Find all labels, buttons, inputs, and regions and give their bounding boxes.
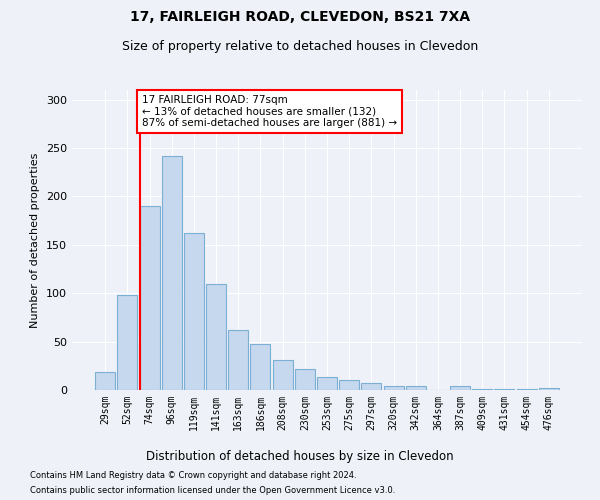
Bar xyxy=(162,156,182,390)
Bar xyxy=(517,389,536,390)
Bar xyxy=(272,360,293,390)
Bar xyxy=(339,380,359,390)
Bar xyxy=(472,389,492,390)
Bar xyxy=(539,388,559,390)
Bar xyxy=(118,295,137,390)
Bar xyxy=(383,386,404,390)
Y-axis label: Number of detached properties: Number of detached properties xyxy=(31,152,40,328)
Bar xyxy=(494,389,514,390)
Text: 17 FAIRLEIGH ROAD: 77sqm
← 13% of detached houses are smaller (132)
87% of semi-: 17 FAIRLEIGH ROAD: 77sqm ← 13% of detach… xyxy=(142,95,397,128)
Bar xyxy=(295,368,315,390)
Bar xyxy=(450,386,470,390)
Bar xyxy=(95,372,115,390)
Bar xyxy=(228,330,248,390)
Bar xyxy=(184,233,204,390)
Bar xyxy=(250,344,271,390)
Bar xyxy=(317,378,337,390)
Bar xyxy=(206,284,226,390)
Text: Contains public sector information licensed under the Open Government Licence v3: Contains public sector information licen… xyxy=(30,486,395,495)
Bar xyxy=(406,386,426,390)
Bar xyxy=(140,206,160,390)
Text: 17, FAIRLEIGH ROAD, CLEVEDON, BS21 7XA: 17, FAIRLEIGH ROAD, CLEVEDON, BS21 7XA xyxy=(130,10,470,24)
Text: Contains HM Land Registry data © Crown copyright and database right 2024.: Contains HM Land Registry data © Crown c… xyxy=(30,471,356,480)
Text: Size of property relative to detached houses in Clevedon: Size of property relative to detached ho… xyxy=(122,40,478,53)
Text: Distribution of detached houses by size in Clevedon: Distribution of detached houses by size … xyxy=(146,450,454,463)
Bar xyxy=(361,383,382,390)
